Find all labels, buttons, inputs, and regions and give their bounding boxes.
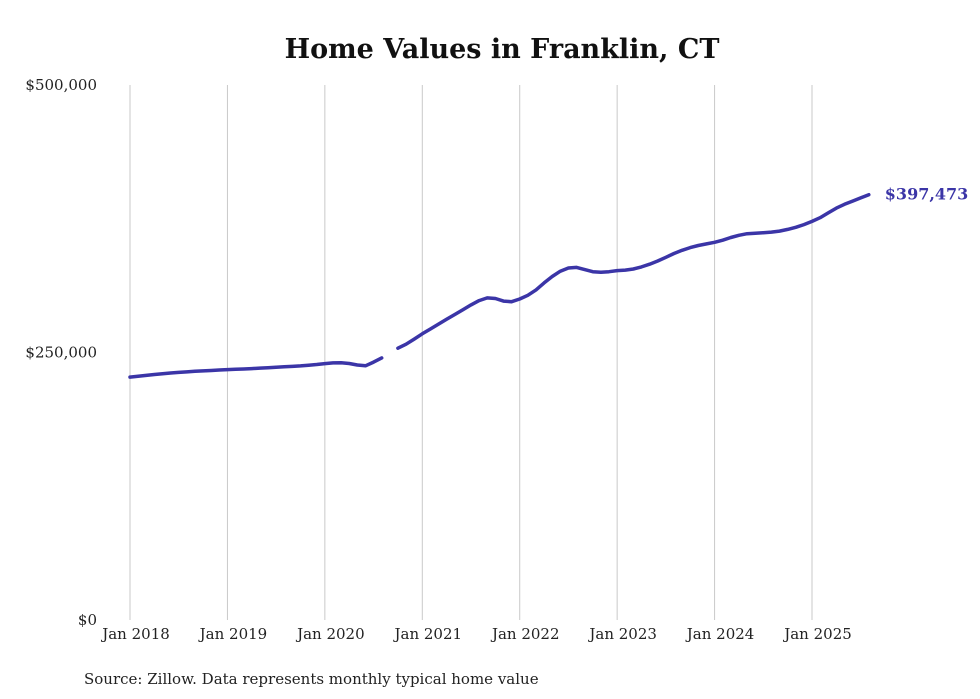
y-tick-label: $500,000	[25, 76, 97, 94]
home-value-line	[128, 192, 871, 379]
x-tick-label: Jan 2024	[685, 625, 755, 643]
x-axis-labels: Jan 2018 Jan 2019 Jan 2020 Jan 2021 Jan 2022…	[100, 625, 852, 643]
y-axis-labels: $0 $250,000 $500,000	[25, 76, 97, 629]
y-tick-label: $0	[78, 611, 97, 629]
chart-title: Home Values in Franklin, CT	[285, 34, 720, 65]
latest-value-label: $397,473	[885, 185, 969, 204]
x-tick-label: Jan 2018	[100, 625, 170, 643]
x-tick-label: Jan 2021	[393, 625, 463, 643]
y-tick-label: $250,000	[25, 344, 97, 362]
source-note: Source: Zillow. Data represents monthly …	[84, 670, 539, 688]
x-tick-label: Jan 2022	[490, 625, 560, 643]
x-tick-label: Jan 2023	[587, 625, 657, 643]
x-tick-label: Jan 2019	[198, 625, 268, 643]
x-tick-label: Jan 2025	[782, 625, 852, 643]
x-tick-label: Jan 2020	[295, 625, 365, 643]
gridlines	[129, 85, 813, 620]
